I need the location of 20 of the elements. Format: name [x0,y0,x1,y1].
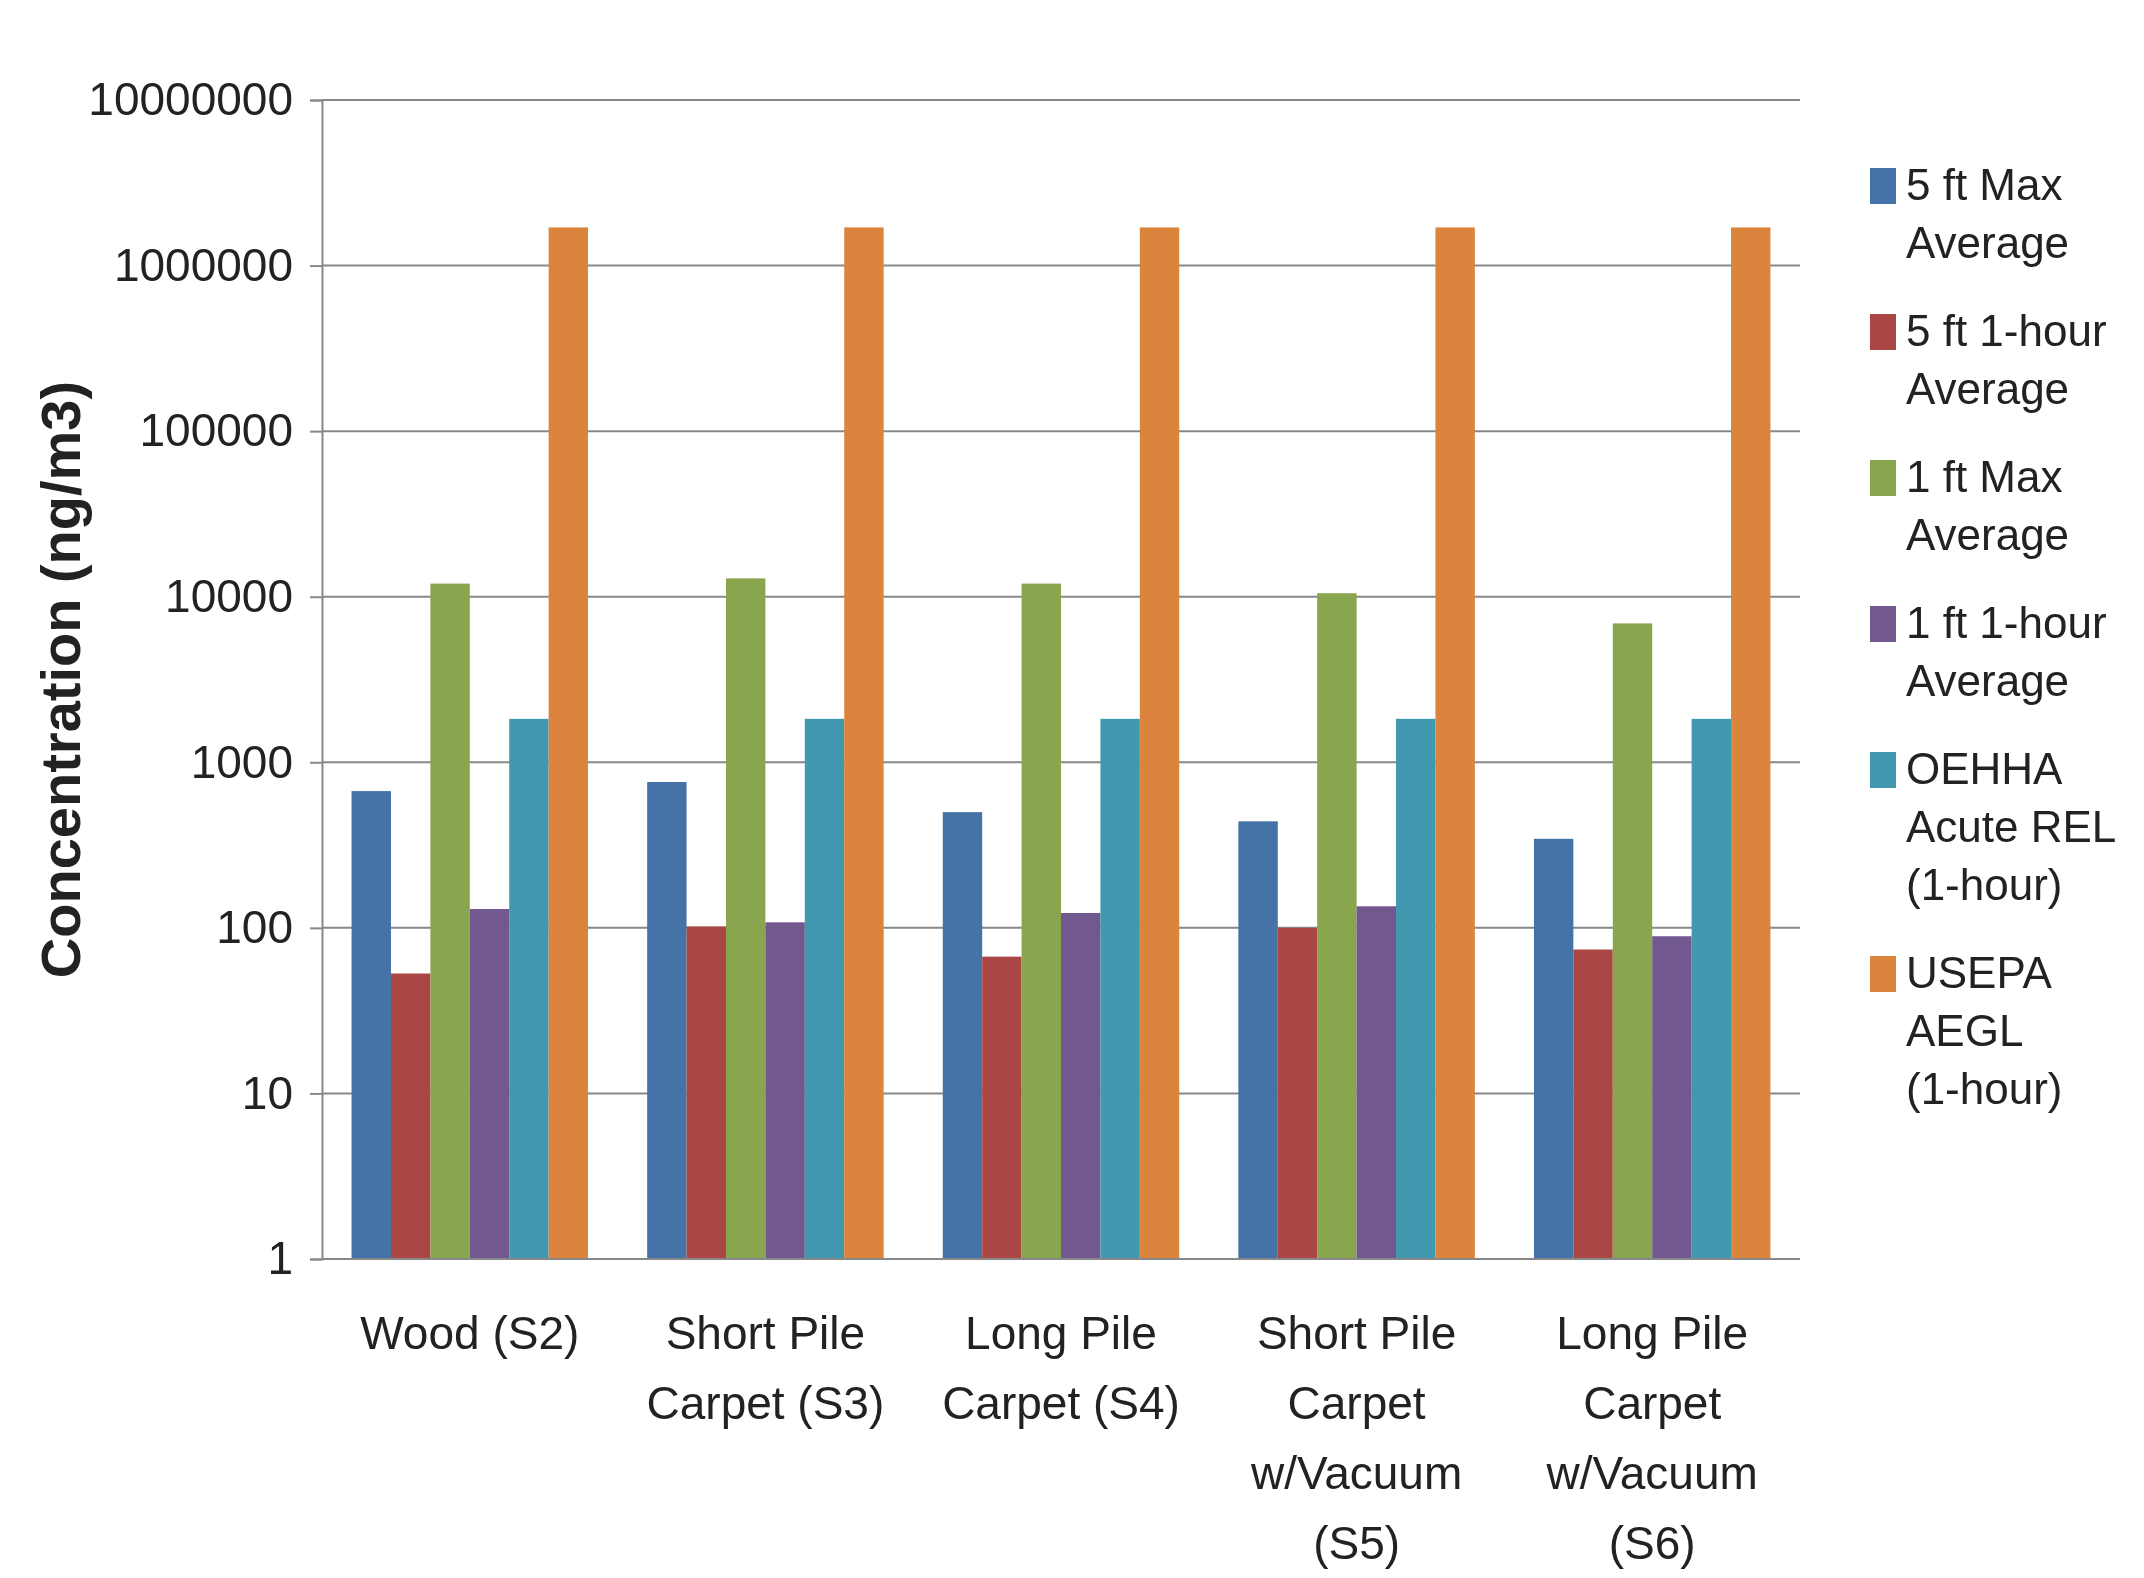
legend-label: 5 ft 1-hour Average [1906,306,2107,413]
y-tick-label: 1000000 [113,238,293,291]
y-axis-title: Concentration (ng/m3) [29,380,92,979]
y-tick-label: 10 [241,1066,293,1119]
x-tick-label: Short Pile Carpet (S3) [646,1307,885,1429]
x-tick-label: Long Pile Carpet (S4) [942,1307,1180,1429]
y-tick-label: 1 [267,1232,293,1285]
y-tick-label: 100 [216,901,293,954]
legend-label: USEPA AEGL (1-hour) [1906,948,2063,1113]
legend-label: OEHHA Acute REL (1-hour) [1906,744,2117,909]
x-tick-label: Wood (S2) [360,1307,580,1359]
legend-label: 1 ft 1-hour Average [1906,598,2107,705]
x-tick-label: Long Pile Carpet w/Vacuum (S6) [1545,1307,1758,1569]
y-tick-label: 1000 [190,735,293,788]
legend-label: 1 ft Max Average [1906,452,2070,559]
y-tick-label: 10000000 [88,73,293,126]
legend-label: 5 ft Max Average [1906,160,2070,267]
x-tick-label: Short Pile Carpet w/Vacuum (S5) [1249,1307,1463,1569]
y-tick-label: 100000 [139,404,293,457]
y-tick-label: 10000 [165,569,293,622]
